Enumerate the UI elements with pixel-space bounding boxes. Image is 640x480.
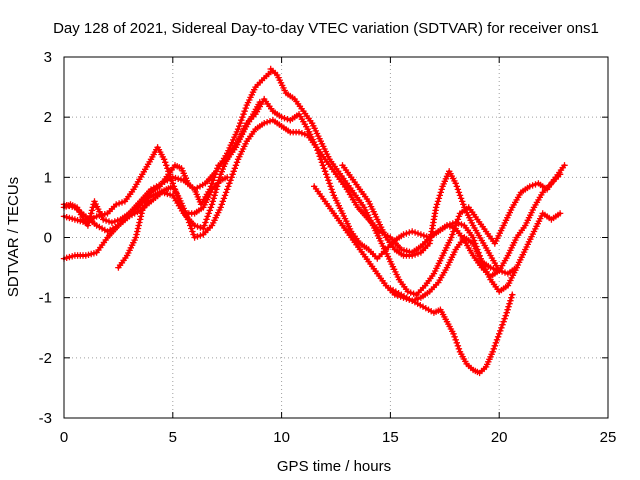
- chart-title: Day 128 of 2021, Sidereal Day-to-day VTE…: [53, 20, 599, 37]
- series-trace-6: [267, 65, 568, 298]
- x-tick-label: 10: [273, 429, 290, 446]
- plus-marker-trace: [267, 65, 568, 298]
- y-tick-label: -2: [39, 350, 52, 367]
- y-tick-label: 2: [44, 109, 52, 126]
- x-tick-label: 0: [60, 429, 68, 446]
- y-tick-label: -3: [39, 410, 52, 427]
- series-trace-7: [311, 183, 564, 304]
- y-tick-label: -1: [39, 290, 52, 307]
- plus-marker-trace: [387, 285, 516, 377]
- x-tick-label: 5: [169, 429, 177, 446]
- x-tick-label: 25: [600, 429, 617, 446]
- y-tick-label: 0: [44, 230, 52, 247]
- series-markers: [267, 65, 568, 298]
- y-axis-label: SDTVAR / TECUs: [5, 177, 22, 297]
- series-markers: [339, 162, 520, 277]
- y-tick-label: 1: [44, 169, 52, 186]
- axis-ticks: 0 5 10 15 20 25 -3 -2 -1 0 1 2 3: [39, 49, 617, 446]
- y-tick-label: 3: [44, 49, 52, 66]
- series-trace-9: [387, 285, 516, 377]
- series-markers: [387, 285, 516, 377]
- x-tick-label: 15: [382, 429, 399, 446]
- x-axis-label: GPS time / hours: [277, 458, 391, 475]
- series-trace-8: [339, 162, 520, 277]
- x-tick-label: 20: [491, 429, 508, 446]
- plus-marker-trace: [339, 162, 520, 277]
